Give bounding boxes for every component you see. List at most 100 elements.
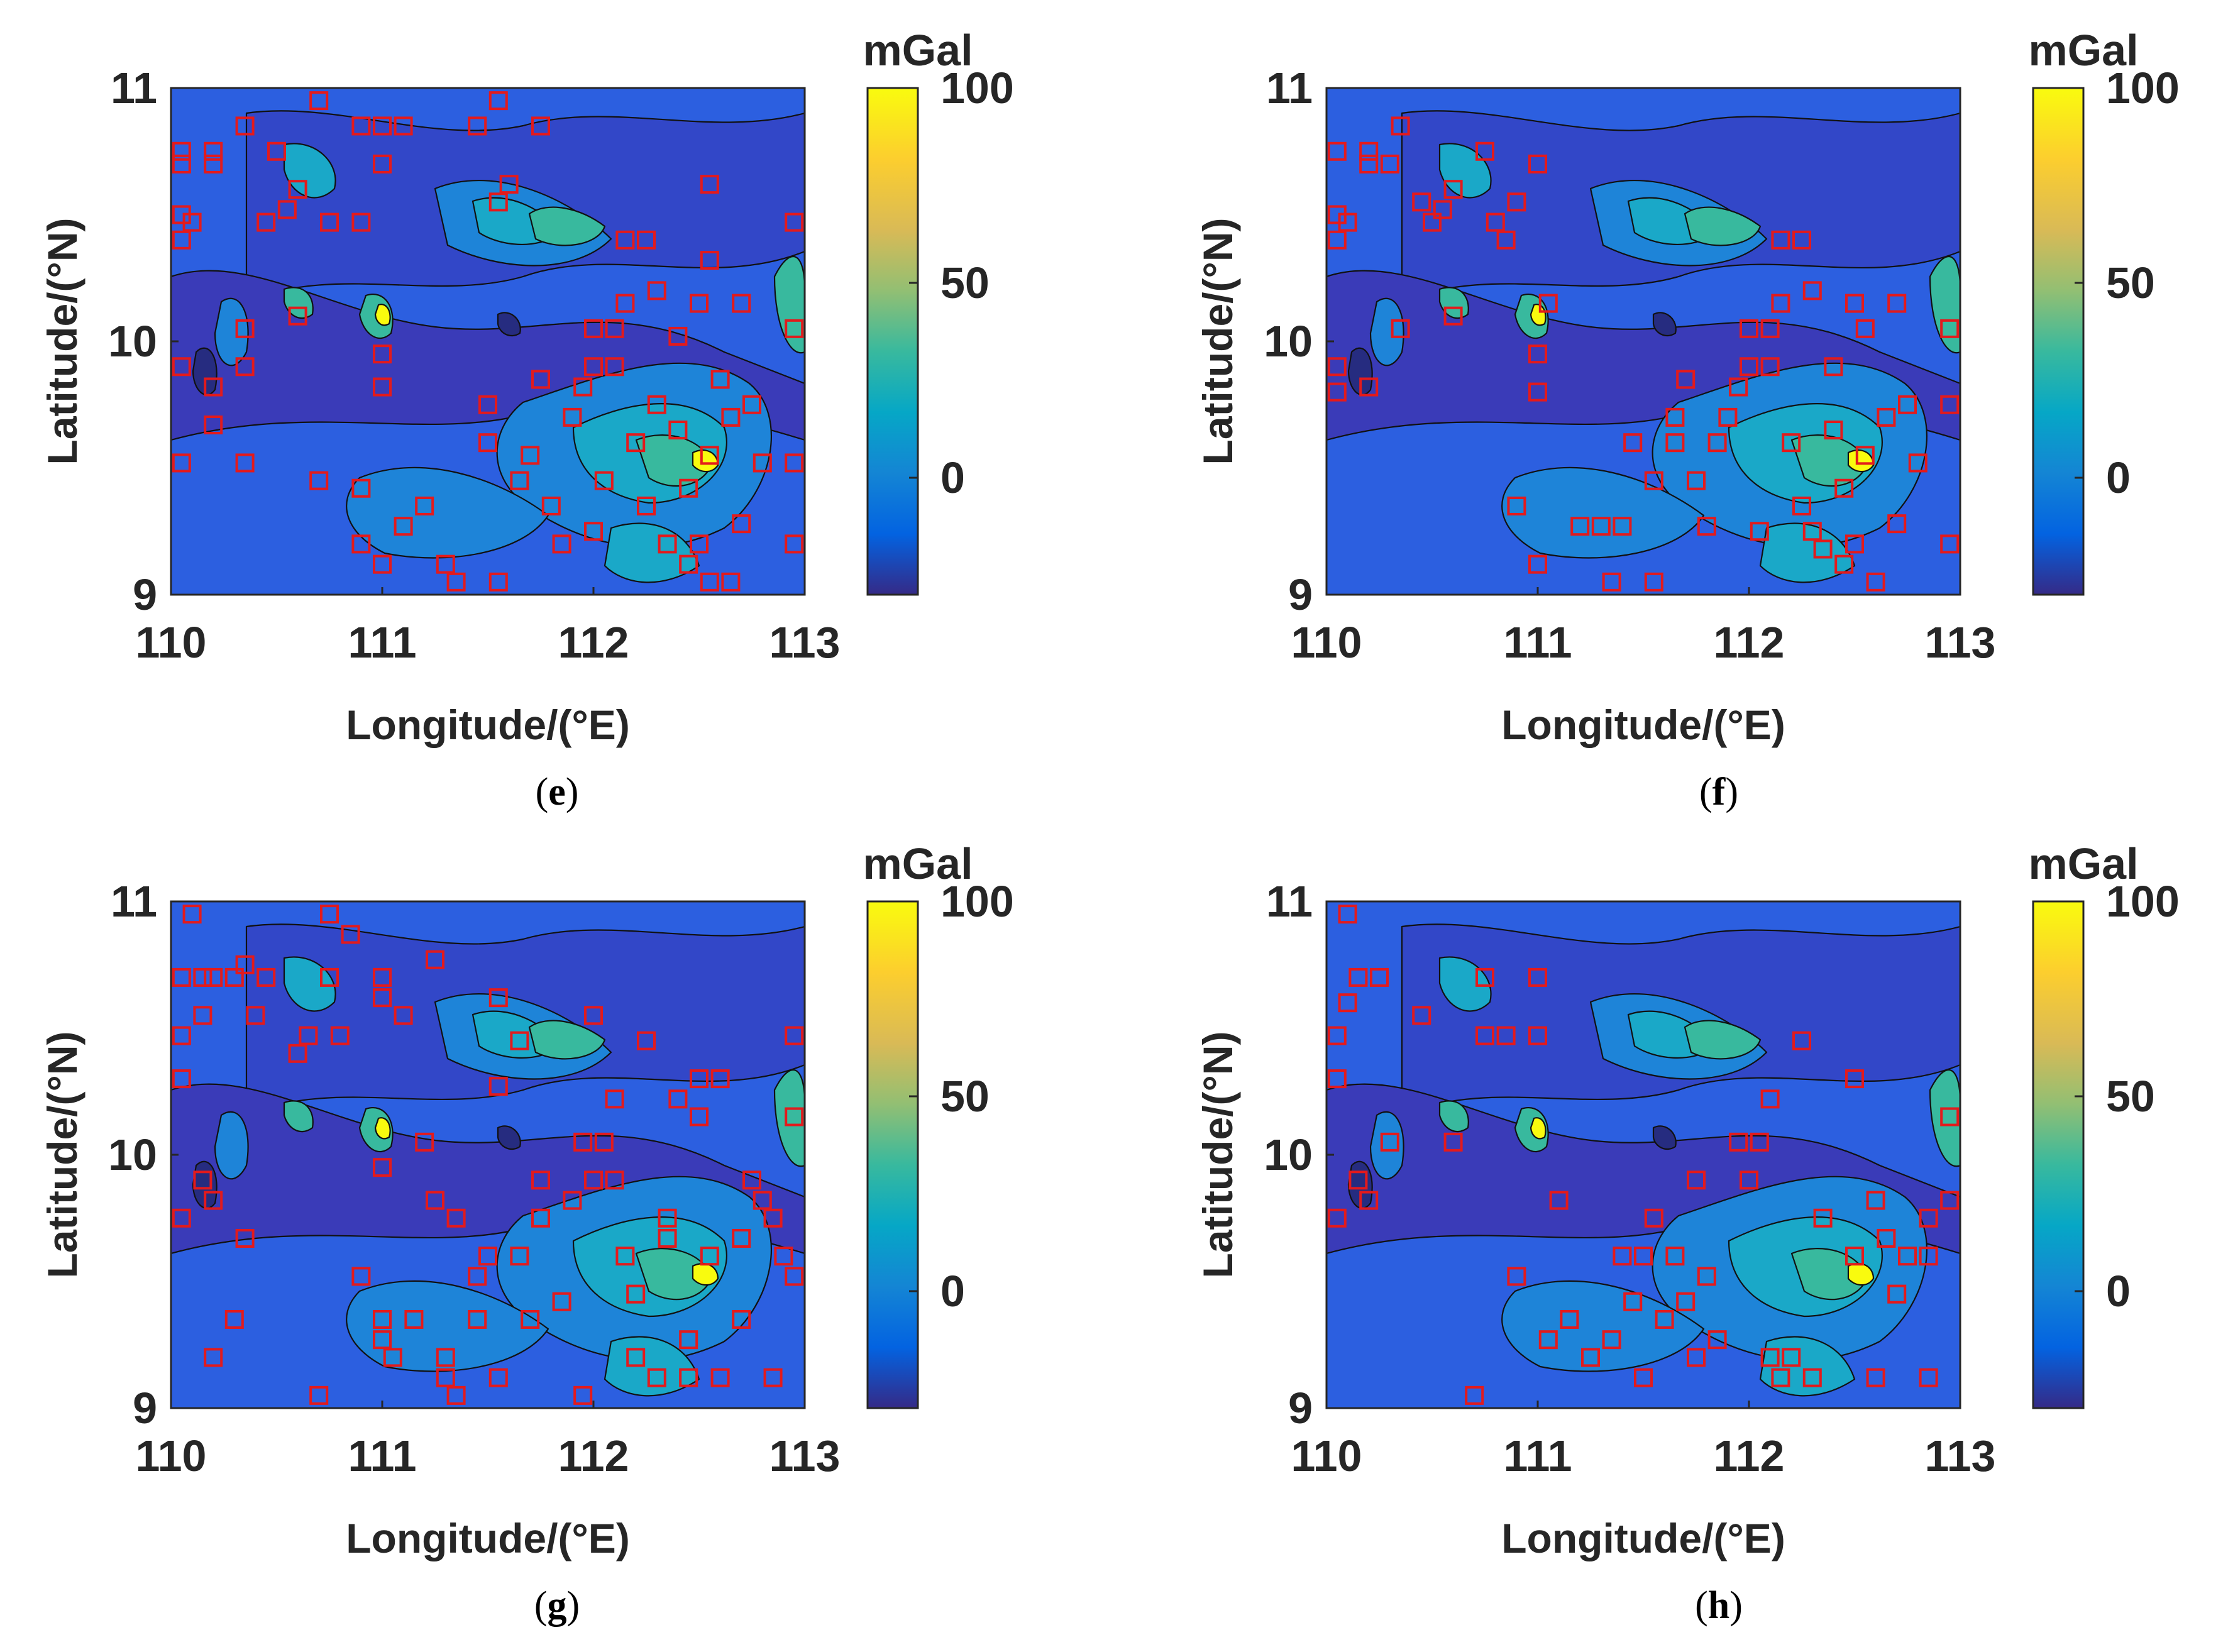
sample-marker bbox=[1338, 993, 1357, 1013]
chart-panel-f: 110 111 112 113 9 10 11 Longitude/(°E) Latitu… bbox=[1194, 26, 2180, 813]
sample-marker bbox=[1866, 572, 1885, 592]
sample-marker bbox=[605, 1170, 624, 1190]
sample-marker bbox=[426, 950, 444, 969]
sample-marker bbox=[1898, 395, 1917, 414]
sample-marker bbox=[1877, 407, 1896, 427]
colorbar-tick-label: 100 bbox=[940, 877, 1014, 926]
sample-marker bbox=[1327, 382, 1347, 402]
sample-marker bbox=[1602, 572, 1621, 592]
contour-region bbox=[1438, 1100, 1469, 1133]
colorbar: 0 50 100 mGal bbox=[2028, 26, 2180, 596]
sample-marker bbox=[1528, 554, 1547, 574]
sample-marker bbox=[1623, 1292, 1643, 1311]
sample-marker bbox=[1359, 154, 1379, 173]
x-tick-label: 110 bbox=[136, 1431, 207, 1480]
sample-marker bbox=[1644, 1208, 1663, 1228]
colorbar-ticks: 0 50 100 bbox=[2075, 877, 2180, 1316]
sample-marker bbox=[700, 572, 719, 592]
colorbar-unit-label: mGal bbox=[2028, 839, 2138, 888]
sample-marker bbox=[584, 319, 603, 338]
sample-marker bbox=[204, 154, 223, 173]
sample-marker bbox=[193, 967, 212, 987]
colorbar: 0 50 100 mGal bbox=[863, 839, 1014, 1409]
colorbar: 0 50 100 mGal bbox=[2028, 839, 2180, 1409]
sample-marker bbox=[1676, 370, 1696, 389]
sample-marker bbox=[1760, 1348, 1780, 1367]
colorbar-tick-label: 0 bbox=[940, 453, 965, 502]
sample-marker bbox=[246, 1006, 265, 1025]
contour-region bbox=[1438, 143, 1492, 199]
contour-region bbox=[773, 1069, 805, 1167]
sample-marker bbox=[1919, 1208, 1938, 1228]
contour-region bbox=[1369, 297, 1404, 366]
panel-label: g bbox=[548, 1584, 567, 1627]
sample-marker bbox=[785, 534, 804, 554]
panel-caption-e: (e) bbox=[536, 771, 579, 813]
sample-marker bbox=[351, 534, 371, 554]
sample-marker bbox=[204, 1191, 223, 1210]
x-tick-label: 111 bbox=[348, 618, 416, 667]
contour-region bbox=[1347, 347, 1373, 396]
sample-marker bbox=[488, 91, 508, 111]
sample-marker bbox=[521, 1309, 540, 1329]
sample-marker bbox=[330, 1026, 350, 1045]
sample-marker bbox=[1528, 967, 1547, 987]
sample-marker bbox=[668, 421, 688, 440]
sample-marker bbox=[1613, 1247, 1632, 1266]
sample-marker bbox=[1771, 1368, 1790, 1387]
y-tick-label: 10 bbox=[108, 317, 157, 366]
sample-marker bbox=[373, 1158, 392, 1177]
sample-marker bbox=[626, 1348, 646, 1367]
contour-region bbox=[283, 143, 336, 199]
x-tick-label: 113 bbox=[769, 618, 841, 667]
sample-marker bbox=[658, 1208, 677, 1228]
sample-marker bbox=[351, 1267, 371, 1286]
contour-region bbox=[692, 449, 719, 473]
sample-marker bbox=[193, 1170, 212, 1190]
sample-marker bbox=[1877, 1228, 1896, 1248]
sample-marker bbox=[658, 1228, 677, 1248]
sample-marker bbox=[1687, 471, 1706, 490]
sample-marker bbox=[1729, 377, 1748, 397]
sample-marker bbox=[1802, 281, 1822, 300]
sample-marker bbox=[1760, 1089, 1780, 1109]
sample-marker bbox=[204, 967, 223, 987]
sample-marker bbox=[1845, 1247, 1864, 1266]
sample-marker bbox=[1528, 1026, 1547, 1045]
colorbar-tick-label: 50 bbox=[2106, 258, 2155, 307]
sample-marker bbox=[1528, 344, 1547, 364]
sample-marker bbox=[224, 1309, 244, 1329]
sample-marker bbox=[1528, 154, 1547, 173]
contour-region bbox=[1929, 255, 1960, 354]
sample-marker bbox=[1591, 517, 1611, 536]
sample-marker bbox=[1750, 1132, 1769, 1152]
sample-marker bbox=[690, 1069, 709, 1089]
sample-marker bbox=[1792, 496, 1811, 515]
sample-marker bbox=[288, 306, 307, 326]
y-axis-label: Latitude/(°N) bbox=[39, 1031, 85, 1278]
sample-marker bbox=[1813, 539, 1833, 559]
sample-marker bbox=[309, 1385, 329, 1405]
sample-marker bbox=[415, 1132, 434, 1152]
sample-marker bbox=[615, 1247, 635, 1266]
sample-marker bbox=[172, 1069, 191, 1089]
sample-marker bbox=[1486, 212, 1505, 232]
sample-marker bbox=[710, 1069, 730, 1089]
sample-marker bbox=[1866, 1368, 1885, 1387]
sample-marker bbox=[478, 433, 497, 453]
sample-marker bbox=[510, 1247, 529, 1266]
sample-marker bbox=[320, 967, 339, 987]
colorbar-ticks: 0 50 100 bbox=[909, 63, 1014, 502]
contour-region bbox=[1369, 1111, 1404, 1180]
sample-marker bbox=[320, 905, 339, 924]
colorbar-tick-label: 100 bbox=[940, 63, 1014, 113]
sample-marker bbox=[668, 326, 688, 346]
colorbar-tick-label: 50 bbox=[940, 258, 990, 307]
sample-marker bbox=[478, 1247, 497, 1266]
y-axis-label: Latitude/(°N) bbox=[1194, 218, 1241, 465]
sample-marker bbox=[1443, 180, 1463, 199]
sample-marker bbox=[690, 294, 709, 313]
sample-marker bbox=[742, 395, 761, 414]
panel-label: e bbox=[548, 771, 566, 813]
sample-marker bbox=[1496, 1026, 1516, 1045]
